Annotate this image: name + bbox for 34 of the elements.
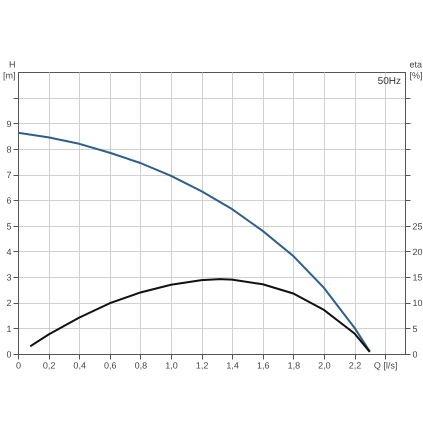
y-tick-label: 4 [6,246,12,257]
x-tick-label: 1,6 [256,360,270,370]
y2-tick-label: 10 [412,298,423,308]
x-tick-label: 2,0 [318,360,331,370]
y-tick-label: 7 [6,170,12,180]
y2-axis-title: eta [%] [410,60,423,80]
x-tick-label: 0 [16,360,22,370]
x-tick-label: 1,2 [196,360,208,370]
y-tick-label: 1 [6,324,12,334]
x-tick-label: 0,6 [104,360,117,370]
y-axis-title: H [m] [3,60,16,80]
line-series [17,132,371,352]
y-tick-label: 0 [6,350,12,360]
x-tick-label: Q [l/s] [374,360,398,370]
y2-tick-label: 5 [412,324,418,334]
x-tick-label: 2,2 [348,360,362,370]
x-tick-label: 1,4 [226,360,239,370]
y-tick-label: 6 [6,196,12,206]
x-tick-label: 0,4 [73,360,86,370]
y-tick-label: 5 [6,221,12,232]
y-tick-label: 8 [6,144,12,154]
y2-tick-label: 0 [412,350,418,360]
y2-tick-label: 25 [412,221,423,232]
x-tick-label: 1,8 [288,360,300,370]
line-series [29,278,371,353]
y-tick-label: 2 [6,298,12,308]
y-tick-label: 3 [6,272,12,283]
annotation: 50Hz [378,76,401,87]
x-tick-label: 0,8 [134,360,148,370]
y2-tick-label: 15 [412,272,423,283]
y-tick-label: 9 [6,118,12,129]
y2-tick-label: 20 [412,246,423,257]
x-tick-label: 1,0 [165,360,178,370]
x-tick-label: 0,2 [42,360,56,370]
